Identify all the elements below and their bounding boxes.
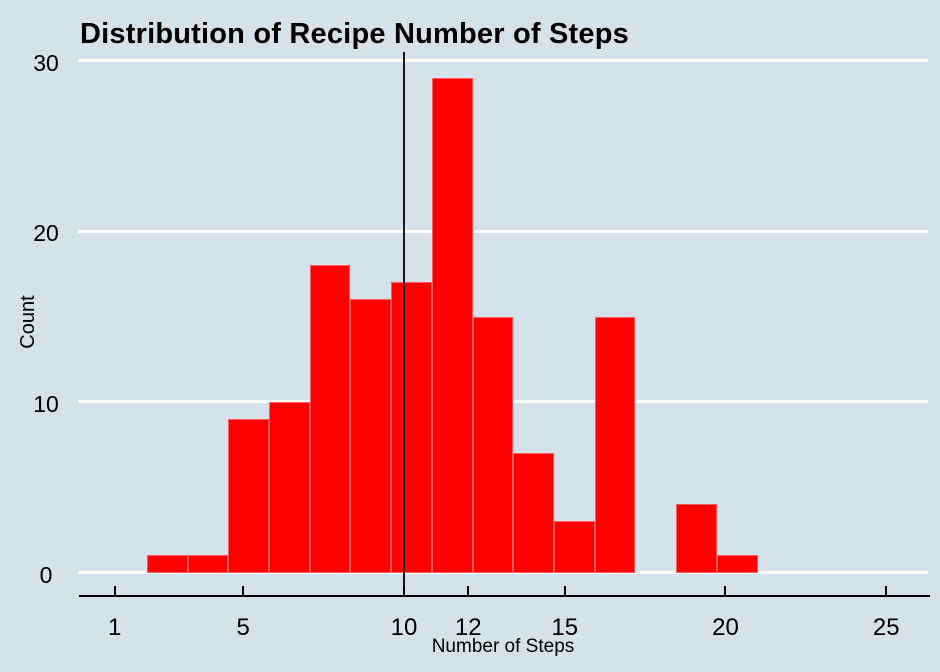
histogram-bar (228, 418, 269, 574)
x-tick-label-10: 10 (390, 614, 418, 641)
x-tick-20 (724, 586, 727, 596)
histogram-bar (594, 316, 636, 574)
reference-line (402, 52, 405, 597)
chart-title: Distribution of Recipe Number of Steps (80, 18, 629, 50)
x-tick-25 (885, 586, 888, 596)
x-tick-label-5: 5 (236, 614, 250, 641)
y-gridline-20 (78, 229, 928, 233)
histogram-bar (268, 401, 310, 574)
x-tick-label-1: 1 (107, 614, 122, 641)
x-tick-10 (402, 586, 405, 596)
x-tick-15 (563, 586, 566, 596)
histogram-bar (309, 265, 351, 574)
y-tick-label-0: 0 (39, 561, 53, 588)
histogram-bar (431, 77, 473, 574)
y-gridline-30 (78, 59, 928, 63)
x-tick-label-15: 15 (551, 614, 579, 641)
y-tick-label-30: 30 (33, 49, 59, 76)
x-tick-label-12: 12 (454, 614, 482, 641)
histogram-bar (187, 555, 229, 574)
y-tick-label-20: 20 (33, 220, 59, 247)
histogram-bar (350, 299, 392, 574)
x-tick-label-20: 20 (712, 614, 739, 641)
y-tick-label-10: 10 (33, 390, 59, 417)
histogram-bar (513, 453, 554, 574)
histogram-bar (676, 504, 717, 574)
histogram-bar (716, 555, 758, 574)
x-tick-5 (242, 586, 245, 596)
x-tick-label-25: 25 (872, 614, 900, 641)
x-tick-12 (467, 586, 470, 596)
y-axis-title: Count (17, 295, 39, 349)
histogram-bar (554, 521, 595, 574)
histogram-bar (472, 316, 514, 574)
x-axis-line (79, 595, 930, 597)
histogram-bar (391, 282, 432, 574)
histogram-bar (146, 555, 188, 574)
x-tick-1 (113, 586, 116, 596)
x-axis-title: Number of Steps (431, 636, 575, 657)
